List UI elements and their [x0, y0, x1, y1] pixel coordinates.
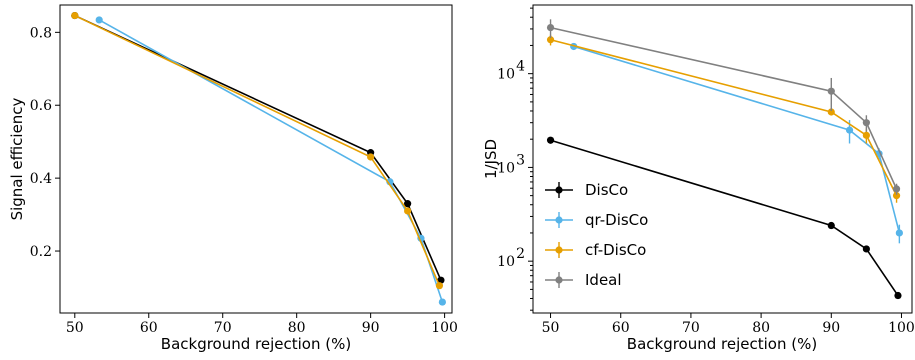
y-tick-exponent: 4 — [516, 59, 525, 75]
series-line — [550, 26, 898, 190]
left-x-axis-title: Background rejection (%) — [161, 335, 351, 353]
x-tick-label: 90 — [822, 320, 840, 336]
x-tick-label: 50 — [542, 320, 560, 336]
x-tick-label: 80 — [288, 320, 306, 336]
data-point — [895, 229, 903, 237]
data-point — [367, 153, 375, 161]
data-point — [95, 16, 103, 24]
x-tick-label: 100 — [431, 320, 458, 336]
series-line — [74, 14, 441, 286]
data-point — [546, 36, 555, 44]
x-tick-label: 60 — [612, 320, 630, 336]
data-point — [827, 108, 835, 116]
data-point — [827, 221, 835, 230]
right-x-axis-title: Background rejection (%) — [627, 335, 817, 353]
right-series-group — [546, 19, 903, 300]
legend-marker — [555, 216, 563, 224]
y-tick-label: 10 — [497, 160, 515, 176]
x-tick-label: 80 — [752, 320, 770, 336]
data-point — [404, 200, 412, 208]
data-point — [845, 126, 854, 134]
left-axis-ticks: 50 60 70 80 90 100 0.2 0.4 0.6 0.8 — [30, 25, 458, 336]
efficiency-panel: Background rejection (%) Signal efficien… — [8, 4, 458, 353]
legend-marker — [555, 276, 563, 284]
y-tick-label: 0.2 — [30, 244, 52, 260]
data-point — [438, 298, 446, 306]
legend-marker — [555, 186, 563, 194]
right-y-axis-title: 1/JSD — [482, 139, 500, 179]
x-tick-label: 70 — [682, 320, 700, 336]
series-line — [550, 38, 898, 196]
x-tick-label: 100 — [888, 320, 915, 336]
data-point — [546, 136, 555, 144]
x-tick-label: 50 — [66, 320, 84, 336]
data-point — [862, 245, 870, 253]
legend: DisCo qr-DisCo cf-DisCo Ideal — [545, 181, 648, 289]
series-line — [573, 45, 901, 234]
left-plot-frame — [59, 4, 453, 314]
legend-label: DisCo — [585, 181, 628, 199]
left-y-axis-title: Signal efficiency — [8, 97, 26, 220]
data-point — [437, 276, 445, 284]
series-line — [98, 19, 444, 303]
x-tick-label: 90 — [362, 320, 380, 336]
data-point — [827, 87, 835, 95]
legend-label: qr-DisCo — [585, 211, 648, 229]
legend-marker — [555, 246, 563, 254]
x-tick-label: 60 — [140, 320, 158, 336]
y-tick-label: 10 — [497, 67, 515, 83]
data-point — [546, 23, 555, 32]
legend-label: Ideal — [585, 271, 622, 289]
data-point — [892, 185, 901, 193]
data-point — [71, 11, 79, 20]
left-series-group — [71, 11, 446, 306]
y-tick-label: 10 — [497, 254, 515, 270]
data-point — [894, 291, 902, 300]
series-line — [74, 14, 442, 281]
right-plot-frame — [532, 4, 913, 314]
y-tick-exponent: 3 — [516, 152, 525, 168]
legend-label: cf-DisCo — [585, 241, 646, 259]
data-point — [862, 119, 870, 127]
data-point — [862, 131, 870, 139]
series-line — [550, 139, 899, 296]
data-point — [404, 207, 412, 215]
data-point — [435, 282, 444, 290]
y-tick-exponent: 2 — [516, 246, 525, 262]
y-tick-label: 0.8 — [30, 25, 52, 41]
data-point — [892, 192, 901, 200]
y-tick-label: 0.4 — [30, 171, 52, 187]
y-tick-label: 0.6 — [30, 98, 52, 114]
jsd-panel: Background rejection (%) 1/JSD 50 60 70 80 9… — [482, 4, 915, 353]
x-tick-label: 70 — [214, 320, 232, 336]
